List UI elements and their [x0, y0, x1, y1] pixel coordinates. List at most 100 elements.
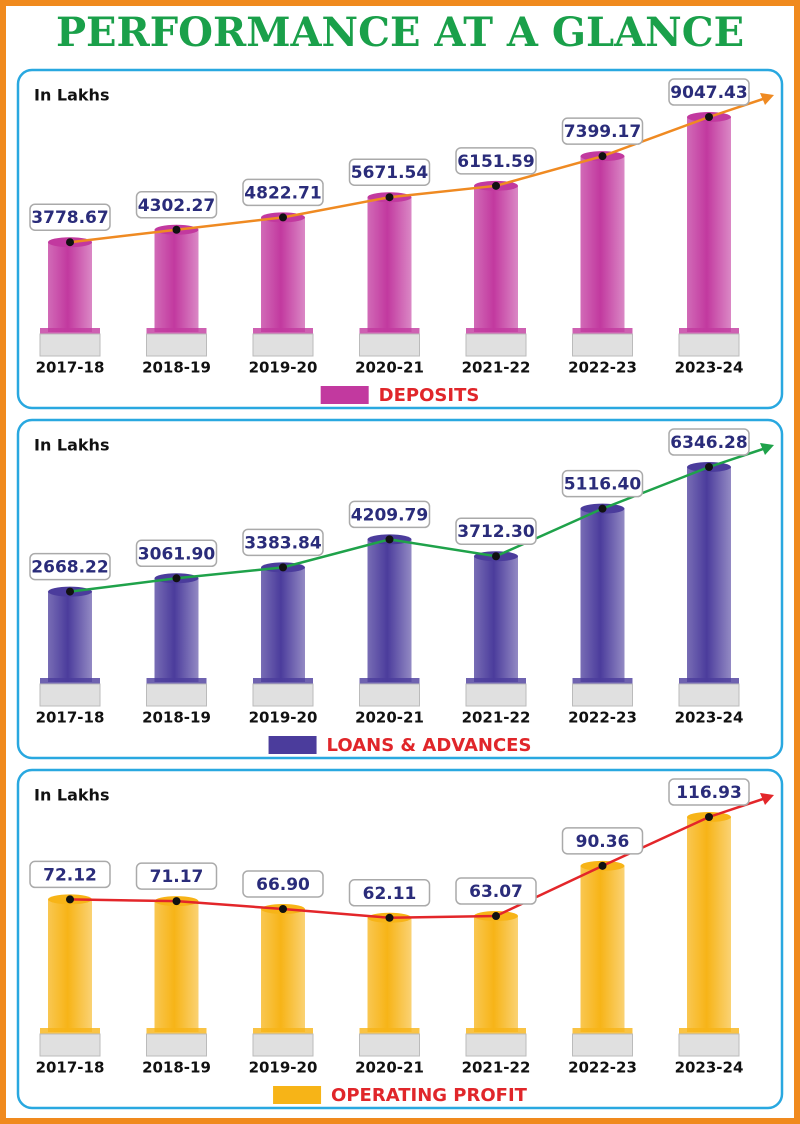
x-tick-label: 2017-18: [36, 709, 105, 727]
value-label: 2668.22: [31, 558, 108, 578]
bar: [261, 908, 305, 1032]
x-tick-label: 2021-22: [462, 1059, 531, 1077]
point: [172, 225, 181, 234]
value-label-box: [242, 178, 324, 207]
x-tick-label: 2023-24: [675, 359, 744, 377]
base: [572, 683, 633, 707]
value-label-box: [29, 860, 111, 889]
x-tick-label: 2017-18: [36, 1059, 105, 1077]
legend-label: LOANS & ADVANCES: [327, 735, 532, 756]
value-label-box: [242, 870, 324, 898]
base: [465, 333, 527, 357]
base: [572, 333, 633, 357]
point: [279, 904, 287, 913]
trend-arrowhead: [760, 793, 774, 805]
x-tick-label: 2023-24: [675, 1059, 744, 1077]
value-label-box: [561, 827, 644, 855]
unit-label: In Lakhs: [34, 86, 109, 105]
base: [678, 1033, 740, 1057]
value-label: 6151.59: [457, 152, 534, 172]
x-tick-label: 2022-23: [568, 1059, 637, 1077]
base: [572, 1033, 633, 1057]
trend-arrow-line: [708, 796, 767, 819]
value-label-box: [668, 78, 750, 106]
base: [146, 683, 207, 707]
bar: [154, 229, 199, 332]
value-label-box: [455, 517, 537, 545]
value-label: 6346.28: [670, 433, 747, 453]
bar: [474, 916, 518, 1032]
trend-arrow-line: [708, 96, 767, 119]
value-label: 3383.84: [244, 533, 322, 553]
value-label-box: [668, 778, 750, 806]
legend-label: OPERATING PROFIT: [331, 1085, 528, 1106]
value-label: 3712.30: [457, 522, 535, 542]
bar: [367, 917, 412, 1032]
value-label: 62.11: [363, 884, 417, 904]
legend-swatch: [268, 736, 317, 754]
value-label: 71.17: [150, 867, 204, 887]
value-label: 116.93: [676, 783, 742, 803]
x-tick-label: 2021-22: [462, 709, 531, 727]
bar: [48, 591, 92, 682]
base: [252, 683, 314, 707]
value-label: 3061.90: [138, 544, 216, 564]
value-label-box: [29, 203, 111, 231]
point: [66, 895, 74, 904]
base: [359, 1033, 420, 1057]
value-label-box: [242, 528, 324, 557]
bar: [261, 567, 305, 682]
x-tick-label: 2019-20: [249, 359, 318, 377]
base: [678, 683, 740, 707]
x-tick-label: 2019-20: [249, 709, 318, 727]
x-tick-label: 2020-21: [355, 709, 424, 727]
point: [705, 463, 713, 471]
bar: [687, 817, 731, 1032]
point: [279, 563, 287, 572]
base: [252, 1033, 314, 1057]
x-tick-label: 2022-23: [568, 359, 637, 377]
base: [146, 333, 207, 357]
value-label: 90.36: [576, 832, 630, 852]
value-label-box: [561, 469, 644, 498]
point: [172, 574, 181, 583]
trend-arrowhead: [760, 93, 774, 105]
point: [705, 113, 713, 121]
unit-label: In Lakhs: [34, 436, 109, 455]
point: [279, 213, 287, 222]
bar: [48, 242, 92, 332]
base: [39, 1033, 101, 1057]
base: [465, 1033, 527, 1057]
value-label: 5116.40: [564, 475, 642, 495]
point: [385, 913, 394, 922]
value-label-box: [668, 428, 750, 456]
value-label: 66.90: [256, 875, 310, 895]
base: [359, 333, 420, 357]
bar: [261, 217, 305, 332]
bar: [474, 556, 518, 682]
x-tick-label: 2018-19: [142, 1059, 211, 1077]
legend-swatch: [320, 386, 369, 404]
point: [492, 552, 500, 561]
base: [678, 333, 740, 357]
base: [359, 683, 420, 707]
value-label-box: [135, 539, 218, 568]
legend-label: DEPOSITS: [379, 385, 480, 406]
bar: [154, 901, 199, 1032]
unit-label: In Lakhs: [34, 786, 109, 805]
value-label-box: [348, 500, 431, 529]
trend-arrowhead: [760, 443, 774, 455]
bar: [48, 899, 92, 1032]
base: [252, 333, 314, 357]
x-tick-label: 2019-20: [249, 1059, 318, 1077]
bar: [580, 508, 625, 682]
value-label-box: [135, 191, 218, 219]
bar: [580, 865, 625, 1032]
bar: [154, 578, 199, 682]
bar: [687, 467, 731, 682]
point: [172, 897, 181, 906]
value-label-box: [348, 158, 431, 186]
point: [492, 181, 500, 190]
value-label-box: [29, 552, 111, 581]
